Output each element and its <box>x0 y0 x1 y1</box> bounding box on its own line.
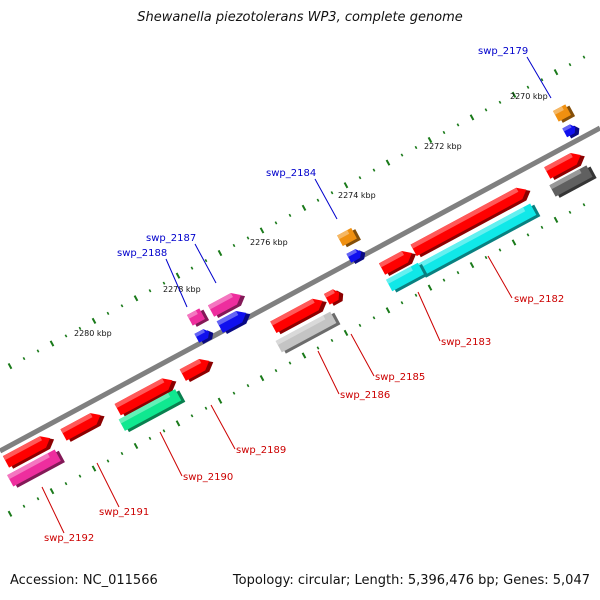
svg-text:swp_2188: swp_2188 <box>117 248 167 259</box>
tick-row-bottom <box>7 203 586 517</box>
gene-label-swp-2186[interactable]: swp_2186 <box>317 350 390 401</box>
gene-arrow-swp-2186 <box>275 311 341 354</box>
gene-arrow-2187 <box>207 293 246 319</box>
gene-arrow-dark <box>549 165 597 198</box>
kbp-label: 2278 kbp <box>163 285 201 294</box>
gene-arrow-r3 <box>378 251 417 277</box>
gene-arrow-2184 <box>337 227 361 248</box>
kbp-label: 2274 kbp <box>338 191 376 200</box>
gene-arrow-r2 <box>544 153 585 180</box>
gene-arrow-2184b <box>346 249 366 264</box>
gene-label-swp-2179[interactable]: swp_2179 <box>478 46 552 99</box>
gene-arrow-r4 <box>270 298 327 335</box>
svg-text:swp_2186: swp_2186 <box>340 390 390 401</box>
svg-text:swp_2191: swp_2191 <box>99 507 149 518</box>
kbp-label: 2270 kbp <box>510 92 548 101</box>
gene-arrow-swp-2192 <box>7 449 65 488</box>
svg-text:swp_2190: swp_2190 <box>183 472 233 483</box>
kbp-label: 2276 kbp <box>250 238 288 247</box>
gene-label-swp-2191[interactable]: swp_2191 <box>96 462 149 518</box>
gene-arrow-r1 <box>410 187 531 258</box>
gene-label-swp-2185[interactable]: swp_2185 <box>350 333 425 383</box>
gene-arrow-r7 <box>114 378 177 417</box>
svg-text:swp_2189: swp_2189 <box>236 445 286 456</box>
gene-label-swp-2182[interactable]: swp_2182 <box>487 255 564 305</box>
gene-arrow-r6 <box>179 358 214 383</box>
map-title: Shewanella piezotolerans WP3, complete g… <box>137 10 463 25</box>
kbp-label: 2272 kbp <box>424 142 462 151</box>
gene-label-swp-2187[interactable]: swp_2187 <box>146 233 217 284</box>
gene-arrow-r8 <box>60 413 105 442</box>
gene-arrow-2188 <box>186 308 210 327</box>
svg-text:swp_2182: swp_2182 <box>514 294 564 305</box>
gene-label-swp-2192[interactable]: swp_2192 <box>41 486 94 544</box>
svg-text:swp_2179: swp_2179 <box>478 46 528 57</box>
accession-text: Accession: NC_011566 <box>10 573 158 588</box>
gene-arrow-swp-2182 <box>415 203 541 278</box>
gene-arrow-2188b <box>194 329 214 344</box>
gene-label-swp-2190[interactable]: swp_2190 <box>159 431 233 483</box>
gene-arrow-2179b <box>562 124 580 139</box>
gene-arrow-r5 <box>323 289 344 306</box>
gene-arrow-2187b <box>216 310 251 335</box>
gene-label-swp-2183[interactable]: swp_2183 <box>417 291 491 348</box>
svg-text:swp_2187: swp_2187 <box>146 233 196 244</box>
gene-arrow-swp-2179 <box>552 104 576 123</box>
tick-row-top <box>7 55 586 370</box>
svg-text:swp_2183: swp_2183 <box>441 337 491 348</box>
gene-label-swp-2188[interactable]: swp_2188 <box>117 248 188 308</box>
svg-text:swp_2192: swp_2192 <box>44 533 94 544</box>
svg-text:swp_2184: swp_2184 <box>266 168 316 179</box>
gene-label-swp-2189[interactable]: swp_2189 <box>210 404 286 456</box>
gene-arrow-r9 <box>2 436 55 469</box>
gene-label-swp-2184[interactable]: swp_2184 <box>266 168 338 220</box>
svg-text:swp_2185: swp_2185 <box>375 372 425 383</box>
gene-arrow-swp-2183 <box>386 262 428 293</box>
genome-backbone <box>0 125 600 454</box>
kbp-label: 2280 kbp <box>74 329 112 338</box>
gene-arrow-swp-2190 <box>118 389 186 433</box>
genome-summary-text: Topology: circular; Length: 5,396,476 bp… <box>232 573 590 588</box>
